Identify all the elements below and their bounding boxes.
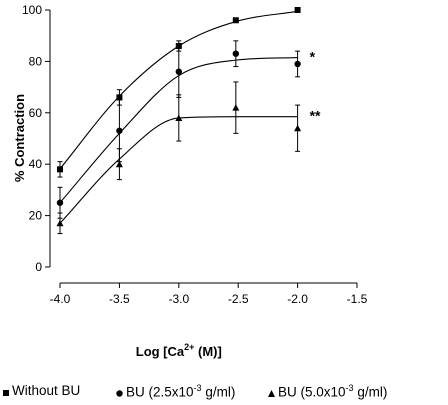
data-point (232, 17, 239, 24)
significance-annotation: * (310, 49, 316, 65)
legend-item-bu-2-5: BU (2.5x10-3 g/ml) (116, 383, 235, 400)
data-point (56, 199, 64, 206)
series-layer: *** (56, 7, 321, 235)
data-point (56, 219, 64, 227)
legend-item-without-bu: Without BU (3, 383, 80, 399)
fit-curve (59, 116, 298, 224)
x-axis-title: Log [Ca2+ (M)] (136, 342, 222, 359)
legend-label: BU (5.0x10 (278, 384, 346, 400)
legend-item-bu-5-0: BU (5.0x10-3 g/ml) (268, 383, 387, 400)
x-ticks: -4.0 -3.5 -3.0 -2.5 -2.0 -1.5 (50, 283, 368, 306)
axes (49, 10, 357, 284)
x-tick-label: -4.0 (50, 292, 71, 306)
y-tick-label: 0 (35, 260, 42, 274)
data-point (116, 94, 123, 101)
data-point (175, 114, 183, 121)
x-tick-label: -2.5 (228, 292, 249, 306)
x-axis-title-main: Log [Ca (136, 344, 185, 359)
legend: Without BU BU (2.5x10-3 g/ml) BU (5.0x10… (0, 383, 448, 403)
y-tick-label: 100 (22, 3, 42, 17)
square-marker-icon (3, 384, 9, 399)
legend-label-sup: -3 (193, 383, 202, 393)
y-tick-label: 40 (29, 157, 43, 171)
legend-label: BU (2.5x10 (126, 384, 194, 400)
series-2: * (56, 40, 316, 219)
data-point (294, 7, 301, 13)
data-point (294, 60, 301, 68)
y-tick-label: 80 (29, 54, 43, 68)
legend-label: Without BU (12, 383, 81, 398)
data-point (115, 160, 123, 168)
y-tick-label: 60 (29, 106, 43, 120)
data-point (232, 50, 240, 57)
data-point (294, 124, 302, 132)
data-point (116, 127, 123, 134)
legend-label-tail: g/ml) (201, 384, 236, 400)
y-axis-title: % Contraction (12, 94, 27, 182)
triangle-marker-icon (268, 385, 275, 400)
legend-label-sup: -3 (345, 383, 354, 393)
significance-annotation: ** (310, 108, 321, 124)
data-point (175, 68, 182, 75)
y-tick-label: 20 (29, 209, 43, 223)
y-ticks: 0 20 40 60 80 100 (22, 3, 50, 274)
data-point (232, 104, 240, 111)
series-3: ** (56, 81, 321, 235)
fit-curve (59, 10, 298, 170)
x-tick-label: -3.5 (109, 292, 130, 306)
circle-marker-icon (116, 385, 123, 400)
x-axis-title-tail: (M)] (194, 344, 221, 359)
x-axis-title-sup: 2+ (184, 342, 194, 352)
x-tick-label: -3.0 (168, 292, 189, 306)
fit-curve (59, 56, 298, 204)
legend-label-tail: g/ml) (353, 384, 388, 400)
data-point (57, 166, 63, 173)
x-tick-label: -2.0 (287, 292, 308, 306)
x-tick-label: -1.5 (347, 292, 368, 306)
